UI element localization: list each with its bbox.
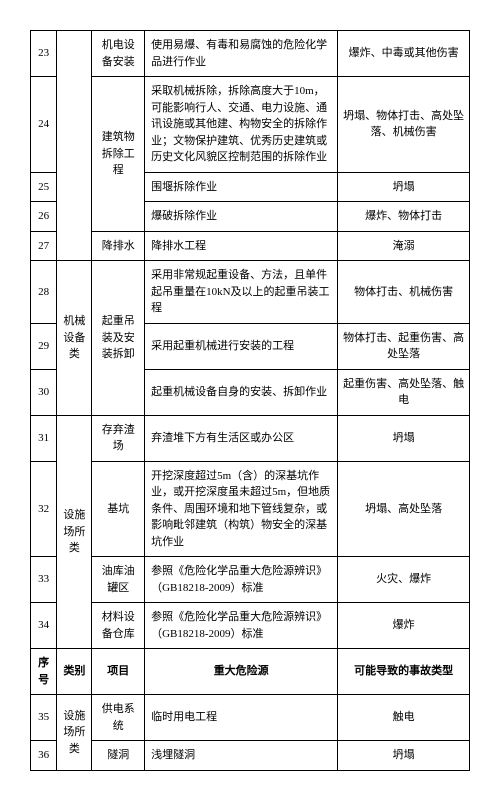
cell-acc: 坍塌 xyxy=(338,172,470,202)
cell-item: 材料设备仓库 xyxy=(92,603,145,649)
cell-acc: 火灾、爆炸 xyxy=(338,557,470,603)
cell-src: 浅埋隧洞 xyxy=(145,741,338,771)
cell-acc: 爆炸 xyxy=(338,603,470,649)
table-row: 28 机械设备类 起重吊装及安装拆卸 采用非常规起重设备、方法，且单件起吊重量在… xyxy=(31,261,470,324)
cell-src: 使用易爆、有毒和易腐蚀的危险化学品进行作业 xyxy=(145,31,338,77)
cell-acc: 淹溺 xyxy=(338,231,470,261)
table-row: 33 油库油罐区 参照《危险化学品重大危险源辨识》（GB18218-2009）标… xyxy=(31,557,470,603)
cell-cat xyxy=(57,31,92,261)
header-cat: 类别 xyxy=(57,649,92,695)
cell-src: 围堰拆除作业 xyxy=(145,172,338,202)
cell-acc: 物体打击、起重伤害、高处坠落 xyxy=(338,323,470,369)
cell-acc: 坍塌、高处坠落 xyxy=(338,461,470,557)
cell-seq: 25 xyxy=(31,172,57,202)
cell-seq: 31 xyxy=(31,415,57,461)
cell-acc: 爆炸、中毒或其他伤害 xyxy=(338,31,470,77)
header-seq: 序号 xyxy=(31,649,57,695)
cell-src: 参照《危险化学品重大危险源辨识》（GB18218-2009）标准 xyxy=(145,603,338,649)
cell-acc: 坍塌、物体打击、高处坠落、机械伤害 xyxy=(338,77,470,173)
cell-item: 基坑 xyxy=(92,461,145,557)
cell-acc: 坍塌 xyxy=(338,741,470,771)
cell-seq: 30 xyxy=(31,369,57,415)
cell-src: 降排水工程 xyxy=(145,231,338,261)
cell-src: 采用非常规起重设备、方法，且单件起吊重量在10kN及以上的起重吊装工程 xyxy=(145,261,338,324)
cell-seq: 28 xyxy=(31,261,57,324)
table-row: 32 基坑 开挖深度超过5m（含）的深基坑作业，或开挖深度虽未超过5m，但地质条… xyxy=(31,461,470,557)
cell-seq: 35 xyxy=(31,695,57,741)
header-item: 项目 xyxy=(92,649,145,695)
table-row: 27 降排水 降排水工程 淹溺 xyxy=(31,231,470,261)
cell-item: 起重吊装及安装拆卸 xyxy=(92,261,145,416)
cell-src: 起重机械设备自身的安装、拆卸作业 xyxy=(145,369,338,415)
table-row: 31 设施场所类 存弃渣场 弃渣堆下方有生活区或办公区 坍塌 xyxy=(31,415,470,461)
table-row: 24 建筑物拆除工程 采取机械拆除，拆除高度大于10m，可能影响行人、交通、电力… xyxy=(31,77,470,173)
cell-src: 临时用电工程 xyxy=(145,695,338,741)
table-row: 36 隧洞 浅埋隧洞 坍塌 xyxy=(31,741,470,771)
cell-cat: 设施场所类 xyxy=(57,415,92,649)
cell-acc: 起重伤害、高处坠落、触电 xyxy=(338,369,470,415)
cell-seq: 29 xyxy=(31,323,57,369)
cell-src: 弃渣堆下方有生活区或办公区 xyxy=(145,415,338,461)
hazard-table: 23 机电设备安装 使用易爆、有毒和易腐蚀的危险化学品进行作业 爆炸、中毒或其他… xyxy=(30,30,470,771)
cell-item: 降排水 xyxy=(92,231,145,261)
table-row: 35 设施场所类 供电系统 临时用电工程 触电 xyxy=(31,695,470,741)
cell-item: 存弃渣场 xyxy=(92,415,145,461)
cell-seq: 36 xyxy=(31,741,57,771)
cell-src: 采用起重机械进行安装的工程 xyxy=(145,323,338,369)
cell-acc: 坍塌 xyxy=(338,415,470,461)
cell-item: 机电设备安装 xyxy=(92,31,145,77)
table-header-row: 序号 类别 项目 重大危险源 可能导致的事故类型 xyxy=(31,649,470,695)
cell-acc: 物体打击、机械伤害 xyxy=(338,261,470,324)
cell-acc: 触电 xyxy=(338,695,470,741)
cell-seq: 24 xyxy=(31,77,57,173)
cell-item: 供电系统 xyxy=(92,695,145,741)
cell-seq: 33 xyxy=(31,557,57,603)
cell-src: 开挖深度超过5m（含）的深基坑作业，或开挖深度虽未超过5m，但地质条件、周围环境… xyxy=(145,461,338,557)
cell-seq: 34 xyxy=(31,603,57,649)
cell-seq: 32 xyxy=(31,461,57,557)
cell-src: 参照《危险化学品重大危险源辨识》（GB18218-2009）标准 xyxy=(145,557,338,603)
cell-seq: 23 xyxy=(31,31,57,77)
cell-seq: 26 xyxy=(31,202,57,232)
header-src: 重大危险源 xyxy=(145,649,338,695)
cell-item: 油库油罐区 xyxy=(92,557,145,603)
cell-item: 建筑物拆除工程 xyxy=(92,77,145,232)
cell-seq: 27 xyxy=(31,231,57,261)
header-acc: 可能导致的事故类型 xyxy=(338,649,470,695)
cell-cat: 机械设备类 xyxy=(57,261,92,416)
cell-src: 爆破拆除作业 xyxy=(145,202,338,232)
cell-item: 隧洞 xyxy=(92,741,145,771)
table-row: 34 材料设备仓库 参照《危险化学品重大危险源辨识》（GB18218-2009）… xyxy=(31,603,470,649)
cell-src: 采取机械拆除，拆除高度大于10m，可能影响行人、交通、电力设施、通讯设施或其他建… xyxy=(145,77,338,173)
table-row: 23 机电设备安装 使用易爆、有毒和易腐蚀的危险化学品进行作业 爆炸、中毒或其他… xyxy=(31,31,470,77)
cell-acc: 爆炸、物体打击 xyxy=(338,202,470,232)
